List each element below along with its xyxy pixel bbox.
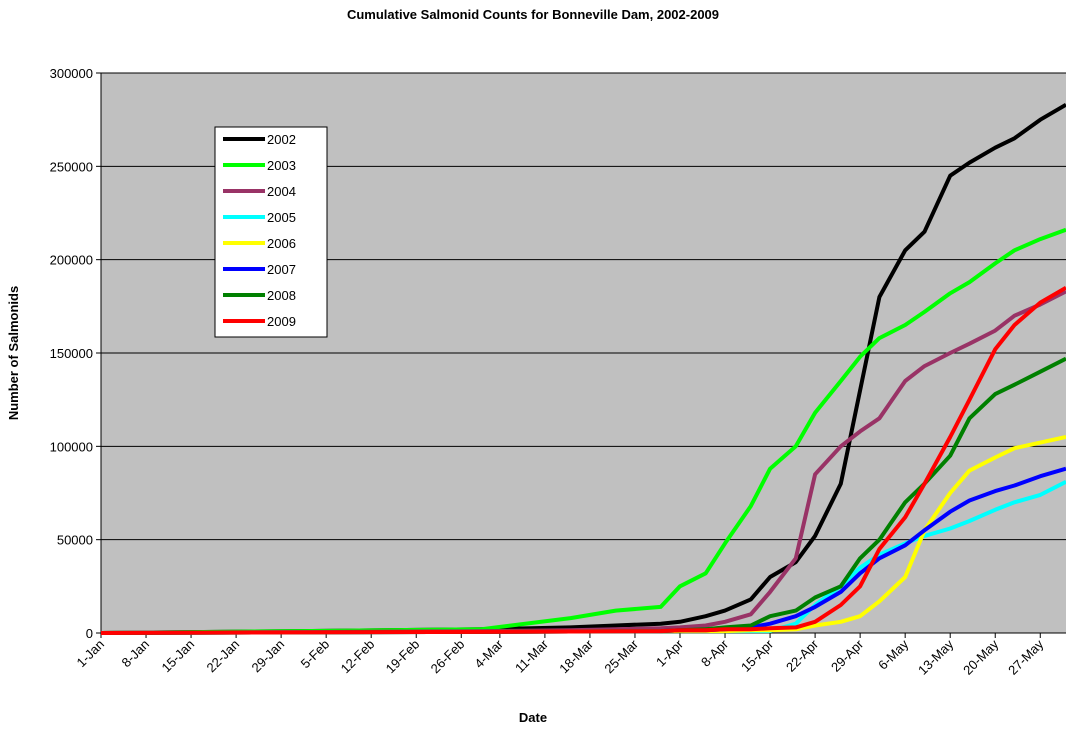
x-tick-label: 27-May [1005, 636, 1047, 678]
x-tick-label: 29-Jan [249, 637, 288, 676]
y-tick-label: 250000 [50, 159, 93, 174]
x-tick-label: 5-Feb [298, 637, 333, 672]
x-tick-label: 8-Jan [119, 637, 153, 671]
legend-label: 2002 [267, 132, 296, 147]
x-tick-label: 15-Jan [158, 637, 197, 676]
x-tick-label: 8-Apr [698, 636, 732, 670]
y-tick-label: 200000 [50, 253, 93, 268]
x-tick-label: 1-Apr [653, 636, 687, 670]
x-tick-label: 1-Jan [74, 637, 108, 671]
x-tick-label: 4-Mar [471, 636, 506, 671]
x-tick-label: 22-Jan [204, 637, 243, 676]
y-tick-label: 300000 [50, 66, 93, 81]
legend-label: 2004 [267, 184, 296, 199]
legend-label: 2008 [267, 288, 296, 303]
legend-label: 2003 [267, 158, 296, 173]
chart-title: Cumulative Salmonid Counts for Bonnevill… [347, 7, 719, 22]
x-tick-label: 18-Mar [556, 636, 596, 676]
legend-label: 2006 [267, 236, 296, 251]
y-tick-label: 150000 [50, 346, 93, 361]
x-tick-label: 26-Feb [428, 637, 468, 677]
x-tick-label: 11-Mar [512, 636, 552, 676]
x-tick-label: 12-Feb [338, 637, 378, 677]
x-tick-label: 13-May [915, 636, 957, 678]
x-tick-label: 20-May [960, 636, 1002, 678]
legend-box [214, 126, 328, 338]
y-tick-label: 100000 [50, 439, 93, 454]
series-line [100, 102, 1066, 635]
x-tick-label: 15-Apr [738, 636, 777, 675]
y-tick-label: 0 [86, 626, 93, 641]
x-tick-label: 6-May [875, 636, 911, 672]
x-tick-label: 22-Apr [783, 636, 822, 675]
y-tick-label: 50000 [57, 533, 93, 548]
y-axis-label: Number of Salmonids [6, 286, 21, 420]
x-tick-label: 29-Apr [828, 636, 867, 675]
series-line [100, 285, 1066, 635]
legend-label: 2005 [267, 210, 296, 225]
x-axis-label: Date [519, 710, 547, 725]
x-tick-label: 25-Mar [601, 636, 641, 676]
legend-label: 2007 [267, 262, 296, 277]
x-tick-label: 19-Feb [383, 637, 423, 677]
legend-label: 2009 [267, 314, 296, 329]
series-line [100, 227, 1066, 635]
